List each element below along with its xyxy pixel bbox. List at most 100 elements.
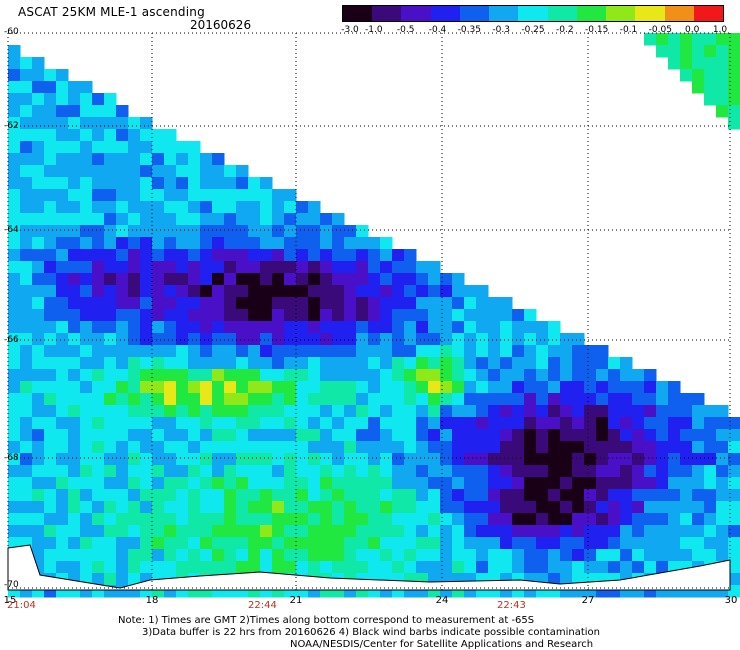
data-cell [140, 129, 153, 142]
data-cell [308, 357, 321, 370]
data-cell [104, 417, 117, 430]
data-cell [440, 453, 453, 466]
data-cell [224, 537, 237, 550]
data-cell [320, 249, 333, 262]
data-cell [260, 561, 273, 574]
data-cell [476, 321, 489, 334]
data-cell [236, 309, 249, 322]
data-cell [260, 381, 273, 394]
data-cell [272, 213, 285, 226]
data-cell [8, 189, 21, 202]
data-cell [188, 153, 201, 166]
data-cell [320, 501, 333, 514]
data-cell [92, 477, 105, 490]
data-cell [512, 525, 525, 538]
data-cell [596, 441, 609, 454]
data-cell [368, 273, 381, 286]
data-cell [80, 177, 93, 190]
data-cell [512, 345, 525, 358]
data-cell [200, 381, 213, 394]
data-cell [428, 513, 441, 526]
data-cell [116, 549, 129, 562]
data-cell [308, 441, 321, 454]
data-cell [224, 453, 237, 466]
data-cell [680, 549, 693, 562]
data-cell [116, 105, 129, 118]
data-cell [296, 333, 309, 346]
data-cell [512, 309, 525, 322]
data-cell [248, 201, 261, 214]
data-cell [512, 501, 525, 514]
data-cell [164, 153, 177, 166]
data-cell [344, 357, 357, 370]
data-cell [92, 309, 105, 322]
data-cell [596, 513, 609, 526]
data-cell [176, 153, 189, 166]
data-cell [416, 465, 429, 478]
data-cell [224, 369, 237, 382]
data-cell [572, 501, 585, 514]
data-cell [356, 345, 369, 358]
data-cell [236, 441, 249, 454]
data-cell [512, 537, 525, 550]
data-cell [620, 465, 633, 478]
data-cell [260, 537, 273, 550]
data-cell [164, 213, 177, 226]
data-cell [428, 525, 441, 538]
data-cell [128, 141, 141, 154]
data-cell [68, 117, 81, 130]
data-cell [152, 357, 165, 370]
data-cell [260, 429, 273, 442]
data-cell [80, 549, 93, 562]
data-cell [320, 321, 333, 334]
data-cell [584, 513, 597, 526]
data-cell [308, 285, 321, 298]
data-cell [44, 69, 57, 82]
data-cell [200, 285, 213, 298]
data-cell [284, 429, 297, 442]
data-cell [224, 273, 237, 286]
data-cell [44, 81, 57, 94]
data-cell [140, 549, 153, 562]
data-cell [92, 201, 105, 214]
data-cell [692, 513, 705, 526]
data-cell [308, 333, 321, 346]
data-cell [32, 501, 45, 514]
data-cell [512, 381, 525, 394]
data-cell [368, 345, 381, 358]
data-cell [188, 297, 201, 310]
data-cell [44, 561, 57, 574]
data-cell [392, 333, 405, 346]
data-cell [356, 549, 369, 562]
data-cell [608, 513, 621, 526]
data-cell [584, 561, 597, 574]
data-cell [452, 465, 465, 478]
data-cell [128, 537, 141, 550]
data-cell [248, 249, 261, 262]
data-cell [476, 537, 489, 550]
data-cell [20, 93, 33, 106]
data-cell [212, 561, 225, 574]
data-cell [620, 405, 633, 418]
data-cell [488, 417, 501, 430]
data-cell [116, 165, 129, 178]
data-cell [92, 513, 105, 526]
colorbar-label: -0.35 [457, 25, 481, 35]
data-cell [548, 321, 561, 334]
data-cell [140, 369, 153, 382]
data-cell [212, 417, 225, 430]
data-cell [668, 45, 681, 58]
data-cell [368, 525, 381, 538]
data-cell [452, 321, 465, 334]
data-cell [176, 453, 189, 466]
data-cell [80, 501, 93, 514]
data-cell [524, 441, 537, 454]
data-cell [644, 429, 657, 442]
data-cell [440, 441, 453, 454]
data-cell [716, 69, 729, 82]
data-cell [128, 201, 141, 214]
data-cell [224, 465, 237, 478]
data-cell [296, 213, 309, 226]
data-cell [632, 441, 645, 454]
data-cell [104, 345, 117, 358]
